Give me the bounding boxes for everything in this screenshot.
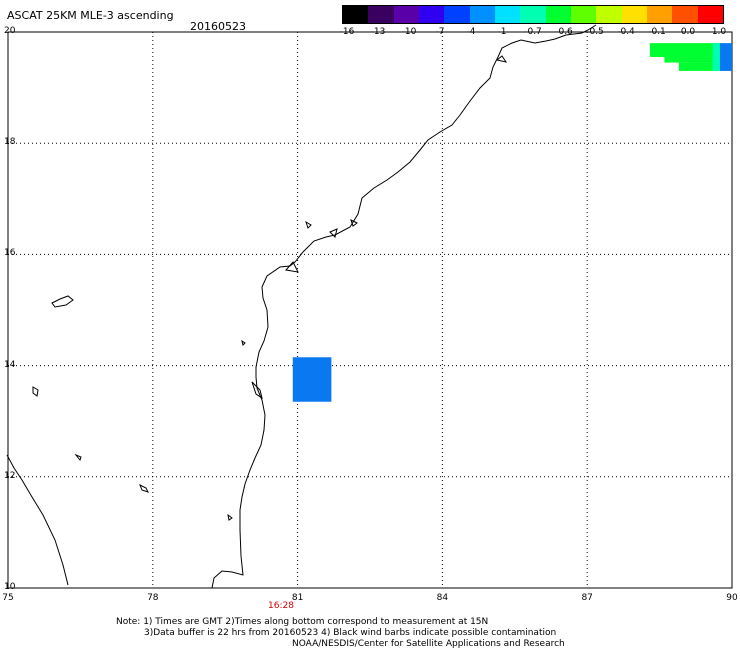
latitude-tick-label: 12: [4, 470, 16, 481]
longitude-tick-label: 78: [147, 593, 159, 603]
godavari-delta: [285, 261, 299, 273]
lat-lon-grid: [7, 31, 733, 589]
island-1: [51, 295, 74, 308]
colorbar: [342, 5, 724, 24]
wind-swath-cell: [292, 357, 332, 402]
map-title: ASCAT 25KM MLE-3 ascending: [7, 9, 174, 22]
coastline: [6, 24, 597, 589]
west-coast: [6, 454, 69, 586]
colorbar-segment: [672, 6, 698, 23]
colorbar-segment: [393, 6, 419, 23]
colorbar-segment: [368, 6, 394, 23]
islet-6: [241, 339, 246, 346]
latitude-tick-label: 18: [4, 137, 16, 148]
wind-swath-cell: [664, 57, 723, 63]
colorbar-segment: [570, 6, 597, 23]
longitude-tick-label: 81: [291, 593, 304, 603]
wind-swath-cell: [678, 62, 723, 71]
latitude-tick-label: 14: [4, 359, 16, 370]
islet-7: [305, 220, 312, 229]
map-frame: [7, 31, 733, 589]
colorbar-segment: [418, 6, 445, 23]
island-4: [74, 453, 82, 462]
islet-8: [350, 219, 358, 227]
map-date: 20160523: [190, 20, 246, 33]
colorbar-segment: [444, 6, 470, 23]
longitude-tick-label: 90: [726, 593, 738, 603]
wind-swath-cell: [719, 43, 732, 71]
longitude-tick-label: 87: [581, 593, 593, 603]
island-2: [32, 386, 39, 397]
island-5: [227, 513, 233, 521]
wind-swath-cell: [712, 43, 720, 71]
colorbar-segment: [469, 6, 495, 23]
wind-swath-cells: [292, 43, 732, 402]
colorbar-segment: [621, 6, 647, 23]
longitude-tick-label: 84: [436, 593, 449, 603]
latitude-tick-label: 10: [4, 582, 16, 592]
island-3: [139, 483, 149, 493]
time-label: 16:28: [268, 601, 294, 611]
longitude-tick-label: 75: [2, 593, 14, 603]
colorbar-segment: [520, 6, 546, 23]
colorbar-segment: [545, 6, 571, 23]
wind-swath-cell: [649, 43, 723, 58]
note-line-1: Note: 1) Times are GMT 2)Times along bot…: [116, 617, 489, 627]
colorbar-segment: [697, 6, 723, 23]
colorbar-segment: [596, 6, 622, 23]
note-line-3: NOAA/NESDIS/Center for Satellite Applica…: [292, 639, 565, 649]
krishna-delta: [329, 228, 338, 238]
pulicat-lake: [251, 381, 263, 400]
colorbar-segment: [646, 6, 673, 23]
latitude-tick-label: 16: [4, 248, 16, 259]
note-line-2: 3)Data buffer is 22 hrs from 20160523 4)…: [144, 628, 557, 638]
chilika-lake: [495, 55, 508, 63]
east-coast-india: [211, 24, 597, 589]
colorbar-segment: [343, 6, 369, 23]
latitude-tick-label: 20: [4, 26, 16, 36]
colorbar-segment: [494, 6, 521, 23]
